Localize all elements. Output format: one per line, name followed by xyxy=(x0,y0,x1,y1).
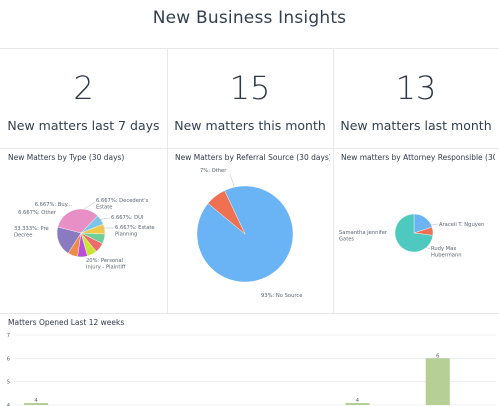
bar[interactable] xyxy=(345,403,370,405)
divider xyxy=(0,313,499,314)
kpi-label: New matters last 7 days xyxy=(7,118,160,133)
slice-label: 6.667%: DUI xyxy=(111,215,144,221)
y-tick-label: 4 xyxy=(7,403,11,406)
divider xyxy=(0,48,499,49)
panel-title-by-source: New Matters by Referral Source (30 days) xyxy=(175,153,330,162)
y-tick-label: 5 xyxy=(7,380,10,386)
pie-slice-by-source[interactable] xyxy=(207,190,246,235)
slice-label: 6.667%: Estate Planning xyxy=(115,225,155,238)
panel-title-by-type: New Matters by Type (30 days) xyxy=(8,153,125,162)
pie-slice-by-type[interactable] xyxy=(56,226,82,254)
slice-label: 6.667%: Buy... xyxy=(35,202,73,208)
panel-title-by-attorney: New matters by Attorney Responsible (30 … xyxy=(341,153,495,162)
slice-label: 33.333%: Pre Decree xyxy=(14,226,49,239)
leader-line xyxy=(425,223,439,226)
y-tick-label: 7 xyxy=(7,333,10,339)
slice-label: Samantha Jennifer Gates xyxy=(339,230,388,243)
kpi-card-this-month[interactable]: 15 New matters this month xyxy=(167,50,333,146)
divider xyxy=(0,148,499,149)
pie-slice-by-type[interactable] xyxy=(57,208,99,234)
bar[interactable] xyxy=(425,358,450,405)
bar[interactable] xyxy=(24,403,49,405)
leader-line xyxy=(229,173,235,187)
bar-value-label: 4 xyxy=(34,398,38,404)
slice-label: 7%: Other xyxy=(200,168,227,174)
divider xyxy=(333,48,334,313)
pie-slice-by-attorney[interactable] xyxy=(394,213,434,253)
slice-label: 6.667%: Decedent's Estate xyxy=(96,198,149,211)
bar-value-label: 6 xyxy=(436,353,439,359)
kpi-label: New matters this month xyxy=(174,118,326,133)
kpi-value: 13 xyxy=(395,69,437,107)
slice-label: Araceli T. Nguyen xyxy=(439,222,484,228)
kpi-card-last-month[interactable]: 13 New matters last month xyxy=(333,50,499,146)
leader-line xyxy=(421,245,431,250)
kpi-value: 2 xyxy=(73,69,94,107)
divider xyxy=(167,48,168,313)
leader-line xyxy=(94,217,111,221)
y-tick-label: 6 xyxy=(7,356,10,362)
slice-label: Rudy Max Hubermann xyxy=(431,246,462,259)
bar-value-label: 4 xyxy=(356,398,360,404)
kpi-card-last-7-days[interactable]: 2 New matters last 7 days xyxy=(0,50,167,146)
kpi-value: 15 xyxy=(229,69,271,107)
slice-label: 93%: No Source xyxy=(261,293,302,299)
leader-line xyxy=(83,201,96,210)
page-title: New Business Insights xyxy=(152,8,347,28)
panel-title-weekly: Matters Opened Last 12 weeks xyxy=(8,318,125,327)
slice-label: 6.667%: Other xyxy=(18,210,57,216)
kpi-label: New matters last month xyxy=(340,118,492,133)
slice-label: 20%: Personal Injury - Plaintiff xyxy=(86,258,126,271)
